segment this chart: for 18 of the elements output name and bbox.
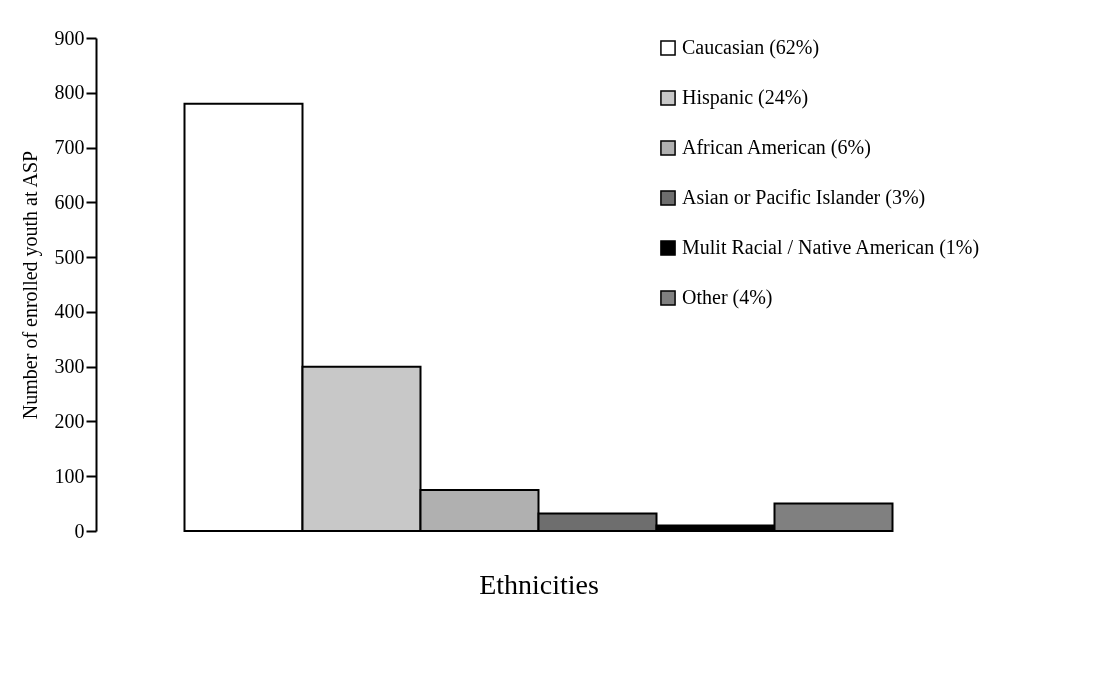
y-tick-label: 200 <box>54 409 85 432</box>
legend-label: Hispanic (24%) <box>682 86 809 109</box>
y-tick-label: 900 <box>54 26 85 49</box>
legend-label: African American (6%) <box>682 136 871 159</box>
y-tick-label: 700 <box>54 136 85 159</box>
legend-label: Caucasian (62%) <box>682 36 820 59</box>
y-tick-label: 500 <box>54 245 85 268</box>
y-tick-label: 600 <box>54 190 85 213</box>
x-axis-title: Ethnicities <box>479 568 599 600</box>
legend-label: Other (4%) <box>682 286 773 309</box>
y-tick-label: 300 <box>54 355 85 378</box>
y-tick-label: 400 <box>54 300 85 323</box>
y-tick-label: 800 <box>54 81 85 104</box>
legend-label: Asian or Pacific Islander (3%) <box>682 186 926 209</box>
y-tick-label: 100 <box>54 464 85 487</box>
y-axis-title: Number of enrolled youth at ASP <box>18 150 42 420</box>
legend-label: Mulit Racial / Native American (1%) <box>682 236 980 259</box>
y-tick-label: 0 <box>74 519 85 542</box>
